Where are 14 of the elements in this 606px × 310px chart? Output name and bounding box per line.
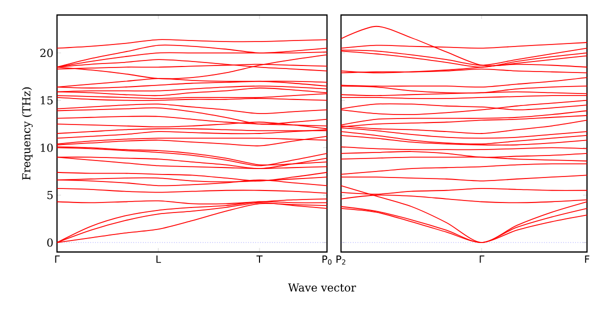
x-tick-label: Γ: [55, 256, 60, 263]
y-tick-label: 20: [40, 48, 53, 58]
x-tick-label: P$_{2}$: [336, 256, 346, 265]
x-tick-label: Γ: [480, 256, 484, 263]
x-axis-title: Wave vector: [288, 283, 356, 292]
y-tick-label: 10: [40, 144, 53, 152]
x-tick-label: L: [156, 256, 161, 263]
x-tick-label: F: [585, 256, 590, 263]
x-tick-label: P$_{0}$: [322, 256, 332, 265]
y-tick-label: 0: [47, 238, 53, 247]
y-tick-label: 5: [47, 191, 53, 200]
y-axis-title: Frequency (THz): [22, 87, 33, 180]
x-tick-label: T: [256, 256, 263, 263]
y-tick-label: 15: [40, 96, 53, 104]
